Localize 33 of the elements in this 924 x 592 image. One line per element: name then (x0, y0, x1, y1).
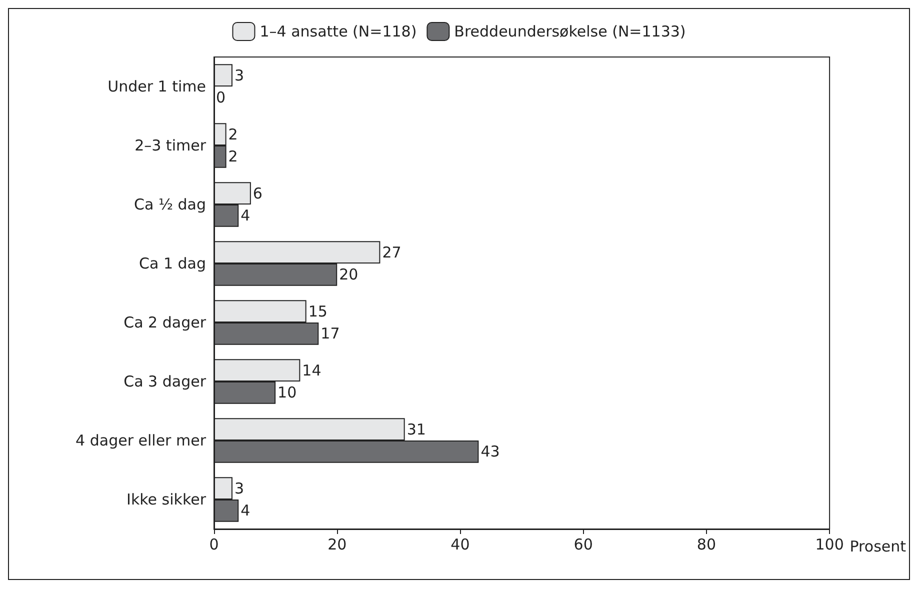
y-tick-label: Ca 1 dag (139, 254, 206, 272)
y-tick-label: Ca 2 dager (124, 314, 207, 332)
data-label: 10 (278, 384, 297, 402)
y-tick-label: Ca 3 dager (124, 372, 207, 390)
data-label: 27 (382, 243, 402, 262)
x-tick-label: 60 (574, 536, 593, 554)
x-tick-label: 100 (815, 536, 844, 554)
y-tick-label: 4 dager eller mer (76, 432, 207, 450)
y-tick-label: Under 1 time (108, 78, 206, 96)
data-label: 3 (234, 66, 244, 84)
data-label: 3 (234, 479, 244, 498)
data-label: 14 (302, 361, 322, 380)
x-tick-label: 0 (209, 536, 219, 554)
data-label: 17 (320, 324, 340, 343)
x-tick-label: 40 (450, 536, 470, 554)
data-label: 20 (339, 266, 358, 284)
data-label: 4 (240, 206, 250, 225)
data-label: 0 (216, 88, 226, 107)
y-tick-label: 2–3 timer (134, 136, 207, 154)
x-tick-label: 20 (328, 536, 347, 554)
legend-label: 1–4 ansatte (N=118) (260, 22, 417, 40)
x-tick-label: 80 (696, 536, 716, 554)
data-label: 43 (480, 442, 500, 461)
data-label: 4 (240, 502, 250, 520)
y-tick-label: Ikke sikker (126, 490, 207, 508)
data-label: 6 (252, 184, 262, 202)
data-label: 2 (228, 125, 238, 144)
data-label: 15 (308, 302, 328, 320)
data-label: 2 (228, 148, 238, 166)
y-tick-label: Ca ½ dag (134, 196, 206, 214)
x-axis-title: Prosent (850, 538, 906, 556)
legend-label: Breddeundersøkelse (N=1133) (454, 22, 686, 40)
data-label: 31 (406, 420, 426, 438)
